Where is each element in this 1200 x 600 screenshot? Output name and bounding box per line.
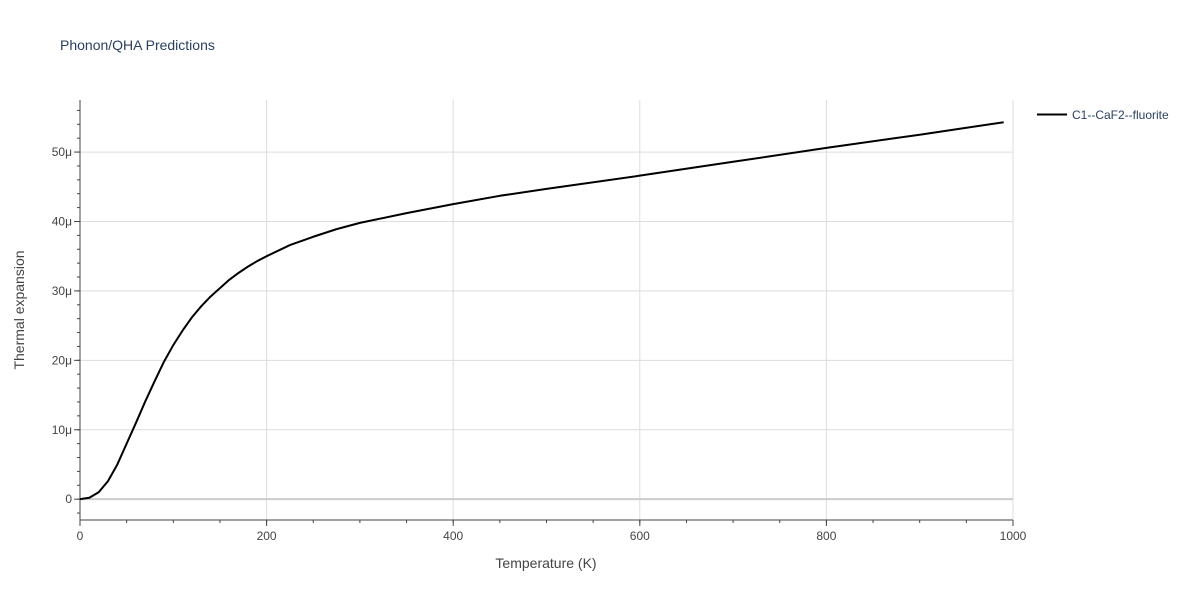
y-tick-label: 50μ <box>52 145 72 159</box>
x-axis-title: Temperature (K) <box>495 555 596 571</box>
axes-layer: 0 200 400 600 800 1000 0 10μ 20μ 30μ 40μ 50μ <box>52 100 1027 543</box>
legend-item-label: C1--CaF2--fluorite <box>1072 108 1169 122</box>
y-tick-label: 10μ <box>52 423 72 437</box>
y-tick-label: 20μ <box>52 353 72 367</box>
x-tick-label: 600 <box>630 529 650 543</box>
y-tick-label: 30μ <box>52 284 72 298</box>
y-axis-title: Thermal expansion <box>11 250 27 369</box>
series-layer <box>79 121 1004 501</box>
y-tick-label: 40μ <box>52 214 72 228</box>
grid-layer <box>80 100 1014 520</box>
y-tick-label: 0 <box>65 492 72 506</box>
x-tick-label: 400 <box>443 529 463 543</box>
legend[interactable]: C1--CaF2--fluorite <box>1037 108 1169 122</box>
chart-title: Phonon/QHA Predictions <box>60 37 215 53</box>
x-tick-label: 200 <box>257 529 277 543</box>
x-tick-label: 1000 <box>1000 529 1027 543</box>
x-tick-label: 800 <box>816 529 836 543</box>
x-tick-label: 0 <box>77 529 84 543</box>
series-line <box>79 121 1004 501</box>
